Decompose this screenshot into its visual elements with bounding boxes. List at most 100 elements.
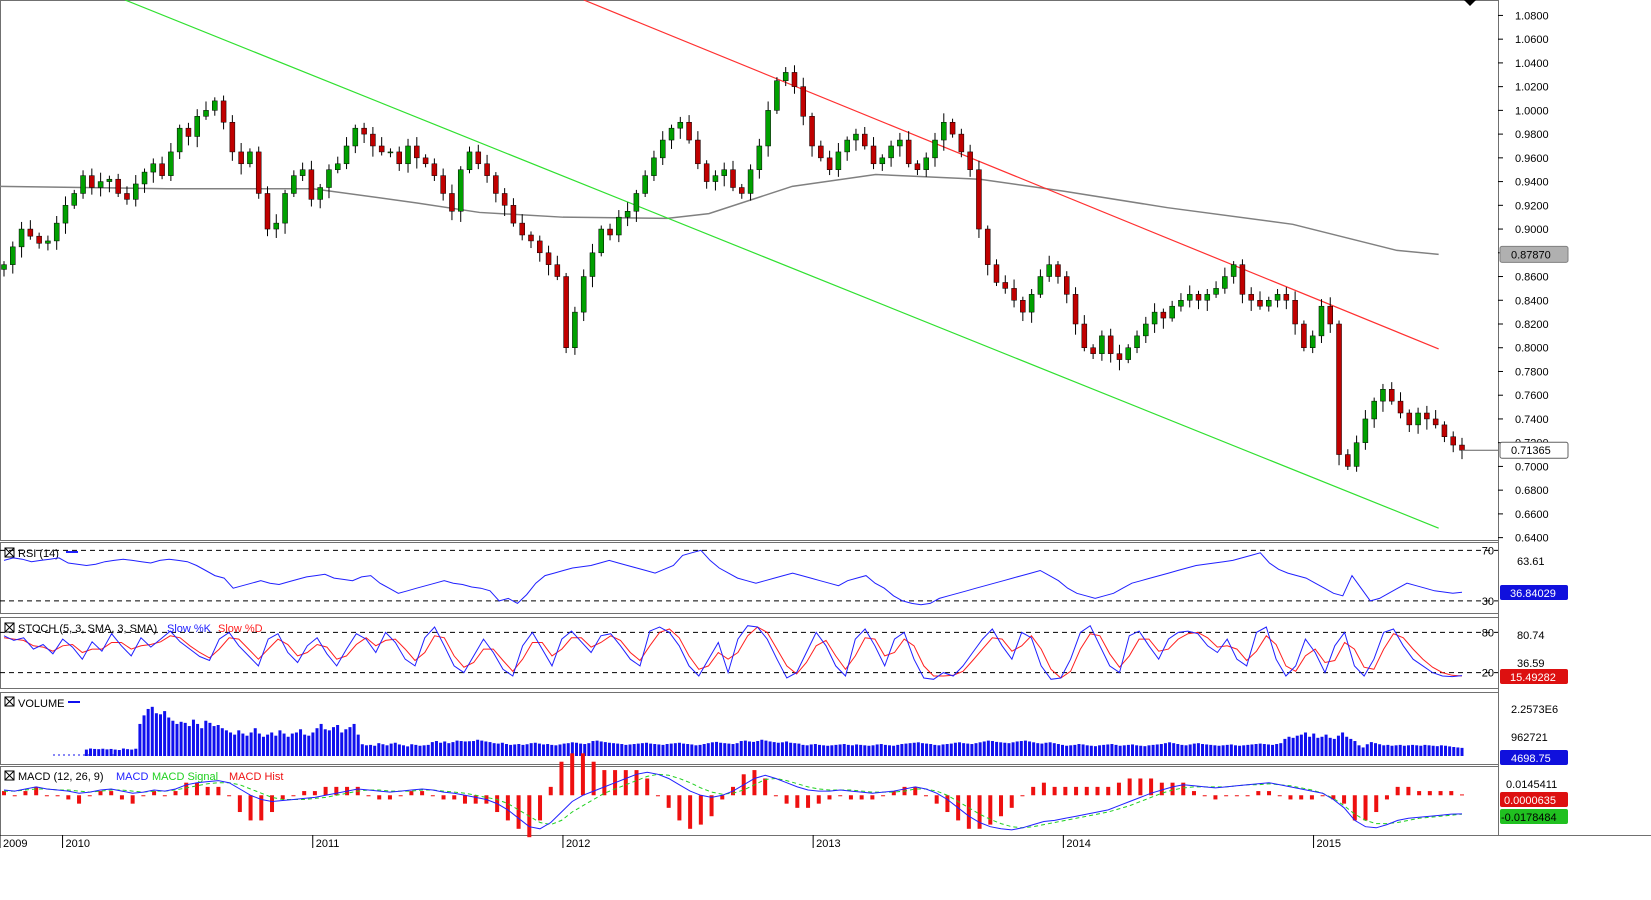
macd-hist-bar xyxy=(473,795,478,804)
volume-bar xyxy=(327,730,331,756)
macd-hist-bar xyxy=(109,791,114,796)
candle xyxy=(1257,291,1263,310)
candle xyxy=(1143,316,1149,343)
candle xyxy=(1116,344,1123,371)
volume-close-icon[interactable] xyxy=(4,696,15,707)
candle xyxy=(668,124,675,149)
volume-bar xyxy=(1168,742,1172,756)
support-line[interactable] xyxy=(124,0,1439,529)
volume-bar xyxy=(838,744,842,756)
volume-badge-text: 4698.75 xyxy=(1511,753,1551,765)
volume-bar xyxy=(962,743,966,756)
candle xyxy=(343,137,350,170)
volume-bar xyxy=(447,743,451,756)
candle xyxy=(923,152,929,177)
volume-bar xyxy=(220,728,224,756)
candle xyxy=(1125,344,1131,364)
macd-hist-bar xyxy=(698,795,703,825)
rsi-close-icon[interactable] xyxy=(4,547,15,558)
macd-hist-bar xyxy=(923,795,928,797)
candle xyxy=(1195,290,1202,310)
macd-hist-bar xyxy=(806,795,811,808)
macd-hist-bar xyxy=(1170,782,1175,796)
candle xyxy=(1327,297,1334,333)
candle xyxy=(168,143,174,181)
volume-bar xyxy=(315,728,319,756)
candle xyxy=(1441,421,1448,443)
macd-hist-bar xyxy=(1363,795,1368,821)
volume-bar xyxy=(1271,744,1275,756)
volume-bar xyxy=(1332,738,1336,756)
stoch-value-badge: 15.49282 xyxy=(1500,669,1568,684)
price-tick-label: 1.0400 xyxy=(1515,58,1549,70)
macd-hist-bar xyxy=(1256,791,1261,796)
candle xyxy=(317,183,323,209)
candle xyxy=(361,122,367,144)
candle xyxy=(1274,288,1281,308)
macd-hist-bar xyxy=(1224,795,1229,797)
macd-hist-bar xyxy=(259,795,264,821)
candle xyxy=(335,156,341,174)
volume-bar xyxy=(484,741,488,756)
volume-bar xyxy=(434,741,438,756)
macd-hist-bar xyxy=(891,791,896,796)
volume-bar xyxy=(702,744,706,756)
macd-hist-bar xyxy=(795,795,800,808)
candle xyxy=(949,118,956,138)
candle xyxy=(1169,300,1175,322)
volume-bar xyxy=(134,748,138,756)
candle xyxy=(229,115,236,161)
candle xyxy=(888,140,894,167)
macd-close-icon[interactable] xyxy=(4,770,15,781)
volume-bar xyxy=(463,741,467,756)
candle xyxy=(352,124,359,154)
macd-hist-bar xyxy=(452,795,457,800)
volume-bar xyxy=(892,745,896,756)
volume-bar xyxy=(883,744,887,756)
resistance-line[interactable] xyxy=(583,0,1439,350)
volume-bar xyxy=(1411,744,1415,756)
macd-hist-bar xyxy=(34,786,39,796)
volume-bar xyxy=(1102,744,1106,756)
candle xyxy=(1064,271,1070,304)
time-tick-label: 2012 xyxy=(566,838,590,850)
volume-bar xyxy=(299,729,303,756)
volume-bar xyxy=(1291,737,1295,756)
volume-bar xyxy=(257,733,261,756)
volume-bar xyxy=(476,739,480,756)
macd-hist-bar xyxy=(194,782,199,796)
price-tick-label: 0.6800 xyxy=(1515,485,1549,497)
candle xyxy=(774,77,780,114)
volume-bar xyxy=(525,744,529,756)
volume-bar xyxy=(1163,743,1167,756)
volume-bar xyxy=(1452,747,1456,756)
volume-bar xyxy=(904,743,908,756)
volume-bar xyxy=(245,735,249,756)
volume-bar xyxy=(661,744,665,756)
volume-bar xyxy=(130,749,134,756)
volume-bar xyxy=(591,741,595,756)
macd-hist-bar xyxy=(1127,778,1132,796)
volume-panel: VOLUME 2.2573E6 962721 4698.75 xyxy=(4,696,1568,765)
candle xyxy=(1160,308,1167,329)
volume-bar xyxy=(645,742,649,756)
candle xyxy=(791,65,798,94)
candle xyxy=(1353,435,1360,472)
macd-tick-label: 0.0145411 xyxy=(1506,779,1557,791)
volume-bar xyxy=(204,720,208,756)
volume-bar xyxy=(1378,744,1382,756)
volume-bar xyxy=(764,740,768,756)
macd-hist-bar xyxy=(141,795,146,797)
candle xyxy=(853,128,859,151)
scroll-marker-icon[interactable] xyxy=(1464,0,1476,6)
volume-bar xyxy=(1110,744,1114,756)
volume-bar xyxy=(953,742,957,756)
volume-bar xyxy=(587,743,591,756)
volume-bar xyxy=(941,744,945,756)
macd-hist-bar xyxy=(312,791,317,796)
ma-badge-text: 0.87870 xyxy=(1511,249,1551,261)
volume-bar xyxy=(336,725,340,756)
volume-bar xyxy=(1205,744,1209,756)
stoch-levels: 80 20 xyxy=(0,627,1498,680)
